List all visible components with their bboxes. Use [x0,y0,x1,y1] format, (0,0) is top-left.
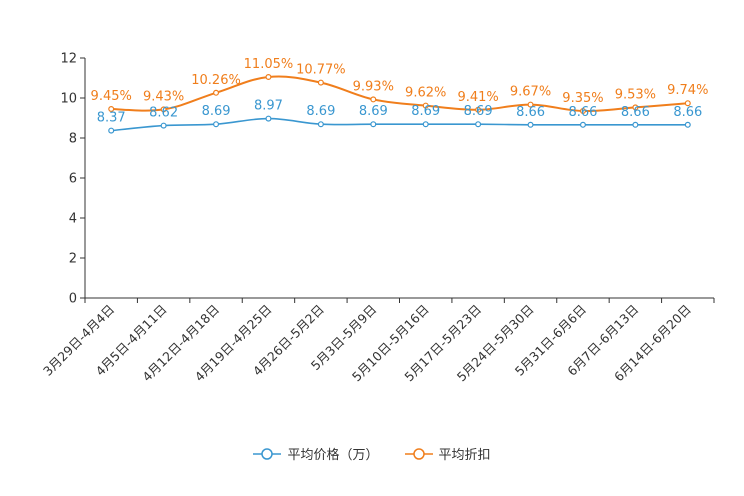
data-point[interactable] [213,89,220,96]
data-point[interactable] [317,79,324,86]
y-tick-label: 8 [69,132,77,147]
data-point[interactable] [108,105,115,112]
data-label: 8.69 [359,104,388,119]
data-point[interactable] [370,96,377,103]
y-tick-label: 4 [69,212,77,227]
data-point[interactable] [475,121,482,128]
legend-discount-label: 平均折扣 [438,448,491,463]
data-label: 8.62 [149,106,178,121]
data-label: 8.69 [411,104,440,119]
data-label: 9.74% [667,83,708,98]
legend-price-marker-icon [253,447,282,460]
data-point[interactable] [632,104,639,111]
data-label: 9.41% [457,90,498,105]
data-point[interactable] [579,121,586,128]
data-point[interactable] [213,121,220,128]
data-point[interactable] [422,121,429,128]
data-label: 8.66 [673,105,702,120]
data-label: 9.93% [353,79,394,94]
data-point[interactable] [160,122,167,129]
data-point[interactable] [370,121,377,128]
data-label: 9.43% [143,89,184,104]
data-point[interactable] [160,106,167,113]
data-label: 11.05% [244,57,294,72]
data-label: 9.45% [91,89,132,104]
y-tick-label: 6 [69,172,77,187]
legend: 平均价格（万） 平均折扣 [0,444,744,463]
data-label: 9.35% [562,91,603,106]
data-point[interactable] [632,121,639,128]
series-line-0 [111,117,688,132]
series-line-1 [111,75,688,113]
data-point[interactable] [265,115,272,122]
data-point[interactable] [684,100,691,107]
data-point[interactable] [422,102,429,109]
data-label: 10.77% [296,63,346,78]
y-tick-label: 12 [60,52,77,67]
data-label: 8.66 [621,105,650,120]
data-label: 8.69 [464,104,493,119]
data-point[interactable] [527,101,534,108]
data-label: 8.66 [568,105,597,120]
data-point[interactable] [108,127,115,134]
y-tick-label: 0 [69,292,77,307]
data-point[interactable] [317,121,324,128]
data-label: 9.53% [615,87,656,102]
data-point[interactable] [265,73,272,80]
data-point[interactable] [684,121,691,128]
data-point[interactable] [475,106,482,113]
data-label: 9.67% [510,85,551,100]
y-tick-label: 10 [60,92,77,107]
y-tick-label: 2 [69,252,77,267]
legend-discount-marker-icon [404,447,433,460]
data-label: 8.66 [516,105,545,120]
data-label: 9.62% [405,86,446,101]
legend-item-price[interactable]: 平均价格（万） [253,444,379,463]
legend-item-discount[interactable]: 平均折扣 [404,444,491,463]
data-point[interactable] [527,121,534,128]
data-label: 8.69 [202,104,231,119]
data-point[interactable] [579,107,586,114]
data-label: 8.97 [254,99,283,114]
legend-price-label: 平均价格（万） [287,448,379,463]
data-label: 10.26% [191,73,241,88]
data-label: 8.37 [97,111,126,126]
data-label: 8.69 [306,104,335,119]
